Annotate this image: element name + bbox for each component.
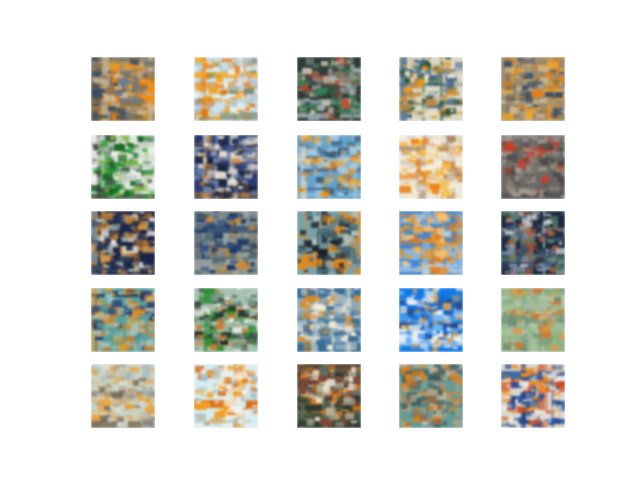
tile-image	[91, 135, 155, 199]
tile-image	[91, 364, 155, 428]
tile-image	[194, 57, 258, 121]
tile-image	[297, 364, 361, 428]
generated-image-tile	[399, 211, 463, 275]
tile-image	[501, 135, 565, 199]
tile-image	[91, 57, 155, 121]
tile-image	[194, 135, 258, 199]
generated-image-tile	[399, 135, 463, 199]
tile-image	[194, 288, 258, 352]
tile-image	[194, 364, 258, 428]
generated-image-tile	[194, 364, 258, 428]
tile-image	[297, 135, 361, 199]
generated-image-tile	[297, 364, 361, 428]
tile-image	[399, 364, 463, 428]
generated-image-tile	[501, 288, 565, 352]
tile-image	[501, 57, 565, 121]
generated-image-tile	[297, 57, 361, 121]
generated-image-tile	[194, 211, 258, 275]
generated-image-tile	[297, 211, 361, 275]
tile-image	[399, 288, 463, 352]
tile-image	[399, 135, 463, 199]
generated-image-tile	[194, 57, 258, 121]
generated-image-tile	[297, 288, 361, 352]
generated-image-tile	[91, 211, 155, 275]
tile-image	[297, 288, 361, 352]
generated-image-tile	[194, 288, 258, 352]
generated-image-tile	[297, 135, 361, 199]
tile-image	[194, 211, 258, 275]
tile-image	[501, 364, 565, 428]
generated-image-tile	[399, 57, 463, 121]
tile-image	[399, 57, 463, 121]
generated-image-tile	[501, 211, 565, 275]
generated-image-tile	[501, 57, 565, 121]
generated-image-tile	[91, 57, 155, 121]
tile-image	[399, 211, 463, 275]
tile-image	[91, 211, 155, 275]
generated-image-tile	[91, 288, 155, 352]
generated-image-tile	[194, 135, 258, 199]
generated-image-tile	[399, 364, 463, 428]
generated-image-tile	[501, 364, 565, 428]
tile-image	[297, 211, 361, 275]
generated-image-tile	[91, 135, 155, 199]
tile-image	[501, 288, 565, 352]
generated-image-tile	[91, 364, 155, 428]
generated-image-tile	[399, 288, 463, 352]
tile-image	[297, 57, 361, 121]
tile-image	[501, 211, 565, 275]
tile-image	[91, 288, 155, 352]
generated-image-tile	[501, 135, 565, 199]
